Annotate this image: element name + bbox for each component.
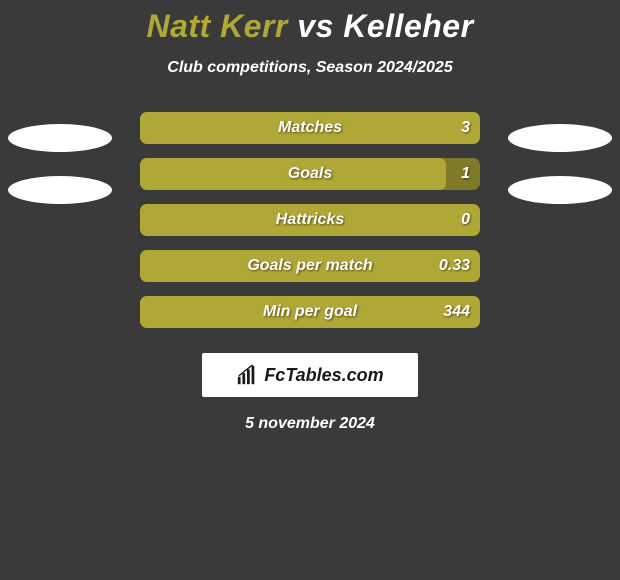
player2-photo-placeholder <box>508 124 612 152</box>
stat-label: Min per goal <box>263 303 357 321</box>
stat-label: Goals per match <box>247 257 372 275</box>
stat-value: 344 <box>443 303 470 321</box>
stat-value: 3 <box>461 119 470 137</box>
page-title: Natt Kerr vs Kelleher <box>0 8 620 45</box>
stat-label: Goals <box>288 165 332 183</box>
stat-row: Goals per match 0.33 <box>0 243 620 289</box>
player1-photo-placeholder <box>8 176 112 204</box>
stat-bar: Goals per match 0.33 <box>140 250 480 282</box>
comparison-widget: Natt Kerr vs Kelleher Club competitions,… <box>0 0 620 433</box>
stat-bar: Matches 3 <box>140 112 480 144</box>
stat-value: 0.33 <box>439 257 470 275</box>
player1-photo-placeholder <box>8 124 112 152</box>
stat-bar: Min per goal 344 <box>140 296 480 328</box>
subtitle: Club competitions, Season 2024/2025 <box>0 59 620 77</box>
stat-bar: Goals 1 <box>140 158 480 190</box>
stat-value: 0 <box>461 211 470 229</box>
player2-photo-placeholder <box>508 176 612 204</box>
stat-value: 1 <box>461 165 470 183</box>
stat-label: Matches <box>278 119 342 137</box>
player2-name: Kelleher <box>343 8 473 44</box>
stat-row: Hattricks 0 <box>0 197 620 243</box>
brand-text: FcTables.com <box>264 365 383 386</box>
stat-bar: Hattricks 0 <box>140 204 480 236</box>
brand-box[interactable]: FcTables.com <box>202 353 418 397</box>
player1-name: Natt Kerr <box>146 8 287 44</box>
vs-label: vs <box>297 8 334 44</box>
stat-row: Min per goal 344 <box>0 289 620 335</box>
stat-label: Hattricks <box>276 211 344 229</box>
chart-icon <box>236 364 258 386</box>
date-label: 5 november 2024 <box>0 415 620 433</box>
